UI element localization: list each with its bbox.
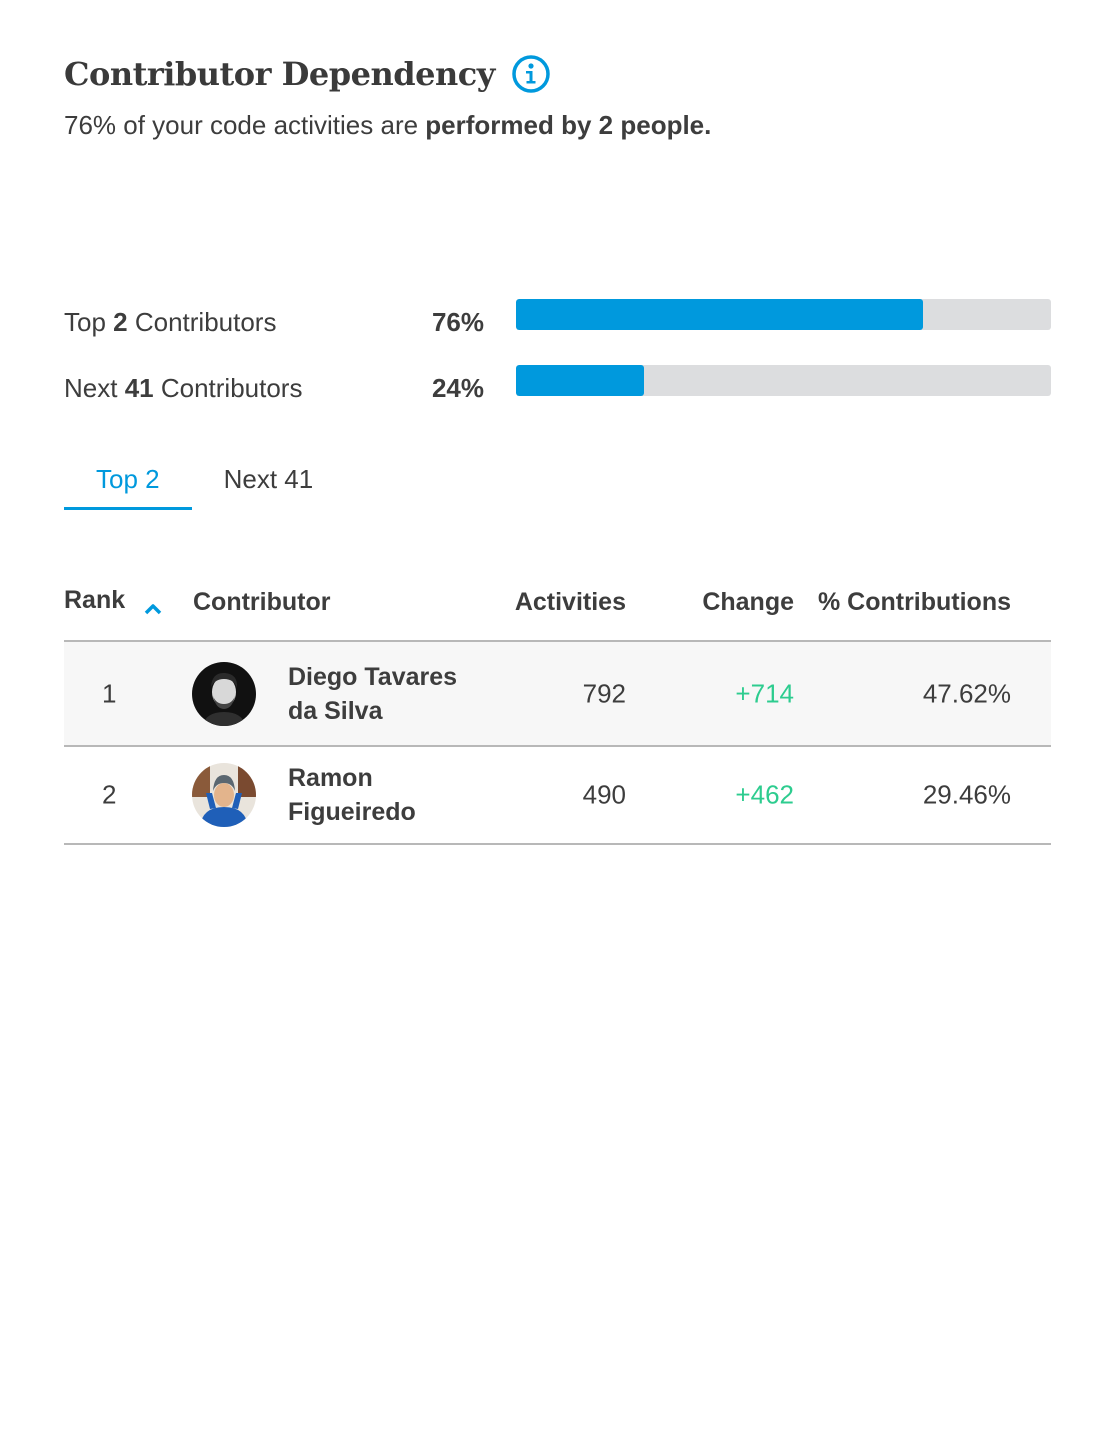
label-count: 2 — [113, 307, 128, 337]
table-row[interactable]: 2 Ramon Figueiredo 490 +462 29.46% — [64, 747, 1051, 845]
summary-prefix: 76% of your code activities are — [64, 110, 426, 140]
label-prefix: Next — [64, 373, 125, 403]
contributor-name[interactable]: Ramon Figueiredo — [288, 764, 416, 826]
tab-top-2[interactable]: Top 2 — [64, 460, 192, 510]
progress-track — [516, 365, 1051, 396]
tab-bar: Top 2 Next 41 — [64, 460, 345, 510]
rank-cell: 2 — [102, 779, 117, 810]
distribution-label: Next 41 Contributors — [64, 373, 302, 404]
distribution-row-top: Top 2 Contributors 76% — [64, 299, 1051, 339]
change-cell: +714 — [735, 678, 794, 708]
info-icon[interactable] — [511, 54, 551, 94]
distribution-row-next: Next 41 Contributors 24% — [64, 365, 1051, 405]
rank-cell: 1 — [102, 678, 117, 708]
avatar[interactable] — [192, 661, 256, 726]
label-prefix: Top — [64, 307, 114, 337]
rank-header[interactable]: Rank — [64, 586, 163, 615]
activities-cell: 490 — [582, 779, 626, 810]
change-header[interactable]: Change — [702, 588, 794, 616]
distribution-label: Top 2 Contributors — [64, 307, 276, 338]
label-suffix: Contributors — [127, 307, 277, 337]
summary-text: 76% of your code activities are performe… — [64, 110, 711, 141]
page-title: Contributor Dependency — [64, 55, 495, 93]
contributor-name[interactable]: Diego Tavares da Silva — [288, 662, 458, 725]
table-header: Rank Contributor Activities Change % Con… — [64, 580, 1051, 642]
contributions-cell: 47.62% — [922, 678, 1011, 708]
contributor-header[interactable]: Contributor — [193, 588, 331, 616]
distribution-percent: 24% — [431, 373, 484, 403]
summary-highlight: performed by 2 people. — [425, 110, 712, 140]
contributions-cell: 29.46% — [922, 779, 1011, 810]
tab-next-41[interactable]: Next 41 — [223, 464, 314, 494]
avatar[interactable] — [192, 763, 256, 827]
rank-header-label: Rank — [64, 586, 126, 614]
distribution-percent: 76% — [431, 307, 484, 337]
progress-fill — [516, 365, 645, 396]
activities-header[interactable]: Activities — [514, 588, 626, 616]
contributions-header[interactable]: % Contributions — [817, 588, 1011, 616]
header: Contributor Dependency — [64, 54, 551, 94]
contributors-table: Rank Contributor Activities Change % Con… — [64, 580, 1051, 845]
change-cell: +462 — [735, 779, 794, 810]
progress-track — [516, 299, 1051, 330]
sort-ascending-icon[interactable] — [143, 594, 163, 615]
table-row[interactable]: 1 Diego Tavares da Silva 792 +714 47.62% — [64, 642, 1051, 747]
label-count: 41 — [124, 373, 154, 403]
activities-cell: 792 — [582, 678, 626, 708]
progress-fill — [516, 299, 923, 330]
label-suffix: Contributors — [153, 373, 303, 403]
